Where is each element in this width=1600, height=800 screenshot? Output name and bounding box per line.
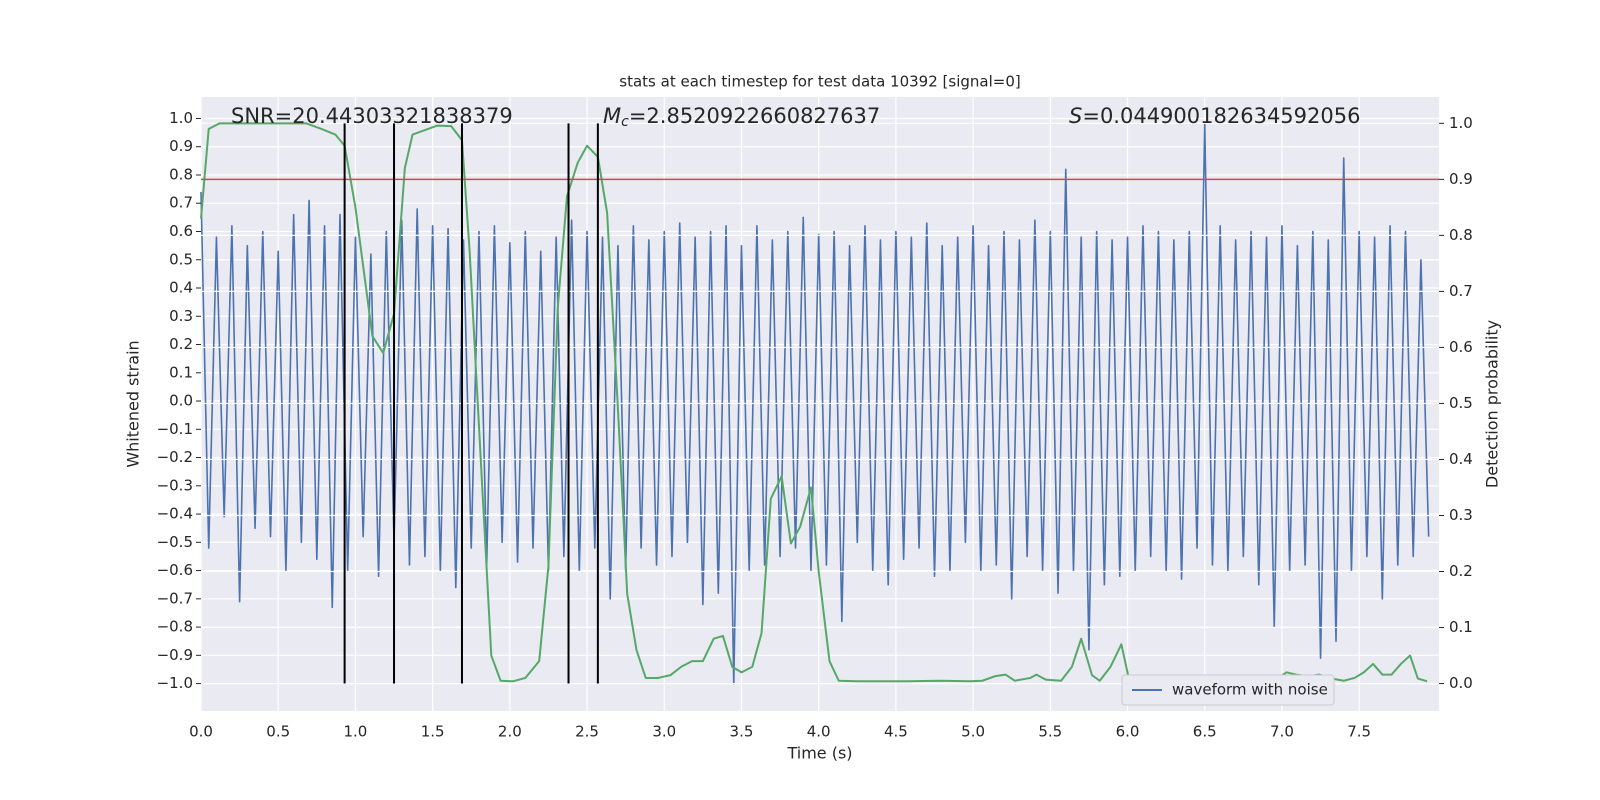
snr-annotation: SNR=20.44303321838379 (231, 104, 513, 128)
chart-title: stats at each timestep for test data 103… (619, 73, 1020, 91)
y2-tick-label: 0.5 (1449, 394, 1473, 412)
y2-tick-label: 0.4 (1449, 450, 1473, 468)
y2-tick-label: 0.8 (1449, 226, 1473, 244)
y-tick-label: −0.6 (157, 561, 193, 579)
x-tick-label: 3.0 (652, 723, 676, 741)
x-tick-label: 1.5 (421, 723, 445, 741)
s-symbol: S (1069, 104, 1082, 128)
y2-axis-label: Detection probability (1483, 320, 1502, 488)
mc-value: =2.8520922660827637 (629, 104, 880, 128)
y-tick-label: −0.1 (157, 420, 193, 438)
over-layer: waveform with noise (200, 122, 1439, 706)
mc-annotation: Mc=2.8520922660827637 (603, 104, 880, 130)
y2-tick-label: 0.2 (1449, 562, 1473, 580)
x-tick-label: 5.0 (961, 723, 985, 741)
x-tick-label: 3.5 (730, 723, 754, 741)
y-tick-label: −0.2 (157, 448, 193, 466)
x-tick-label: 0.5 (266, 723, 290, 741)
y-tick-label: 0.3 (169, 307, 193, 325)
y2-tick-label: 1.0 (1449, 114, 1473, 132)
y-tick-label: 0.6 (169, 222, 193, 240)
y-tick-label: 0.0 (169, 392, 193, 410)
y-tick-label: 1.0 (169, 109, 193, 127)
series-line (200, 123, 1430, 685)
legend-box (1121, 674, 1335, 706)
y-tick-label: 0.9 (169, 137, 193, 155)
x-tick-label: 4.5 (884, 723, 908, 741)
x-tick-label: 4.0 (807, 723, 831, 741)
x-axis-label: Time (s) (786, 744, 852, 763)
legend-label: waveform with noise (1172, 681, 1328, 699)
y-tick-label: −0.4 (157, 505, 193, 523)
y-tick-label: −0.3 (157, 476, 193, 494)
y-tick-label: −0.5 (157, 533, 193, 551)
y-tick-label: 0.7 (169, 194, 193, 212)
y-tick-label: −0.9 (157, 646, 193, 664)
x-tick-label: 7.0 (1270, 723, 1294, 741)
x-tick-label: 6.5 (1193, 723, 1217, 741)
y-tick-label: 0.8 (169, 165, 193, 183)
y-axis-label: Whitened strain (124, 340, 143, 467)
y2-tick-label: 0.7 (1449, 282, 1473, 300)
x-tick-label: 5.5 (1038, 723, 1062, 741)
y-tick-label: 0.5 (169, 250, 193, 268)
y-tick-label: −1.0 (157, 674, 193, 692)
y-tick-label: 0.2 (169, 335, 193, 353)
y2-tick-label: 0.0 (1449, 674, 1473, 692)
x-tick-label: 7.5 (1347, 723, 1371, 741)
x-tick-label: 0.0 (189, 723, 213, 741)
y2-tick-label: 0.9 (1449, 170, 1473, 188)
y2-tick-label: 0.6 (1449, 338, 1473, 356)
y-tick-label: −0.7 (157, 589, 193, 607)
x-tick-label: 2.0 (498, 723, 522, 741)
x-tick-label: 2.5 (575, 723, 599, 741)
s-annotation: S=0.044900182634592056 (1069, 104, 1360, 128)
mc-subscript: c (621, 114, 629, 130)
y-tick-label: 0.4 (169, 279, 193, 297)
y-tick-label: −0.8 (157, 618, 193, 636)
y2-tick-label: 0.3 (1449, 506, 1473, 524)
y2-tick-label: 0.1 (1449, 618, 1473, 636)
x-tick-label: 1.0 (343, 723, 367, 741)
mc-symbol: M (603, 104, 621, 128)
x-tick-label: 6.0 (1116, 723, 1140, 741)
y-tick-label: 0.1 (169, 363, 193, 381)
s-value: =0.044900182634592056 (1082, 104, 1360, 128)
